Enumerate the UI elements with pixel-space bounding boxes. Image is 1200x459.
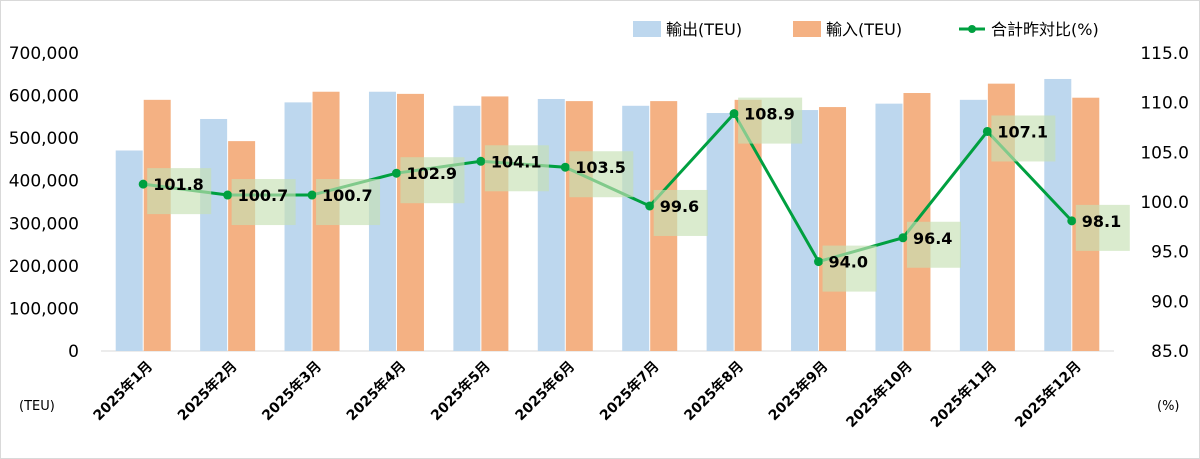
y-left-tick-label: 400,000 <box>9 172 79 192</box>
bar-export <box>622 105 650 351</box>
y-left-tick-label: 0 <box>68 342 79 362</box>
y-left-tick-label: 100,000 <box>9 299 79 319</box>
data-label-background <box>484 145 549 192</box>
line-data-label: 98.1 <box>1082 212 1121 231</box>
x-tick-label: 2025年1月 <box>90 358 156 424</box>
line-yoy-point <box>560 162 570 172</box>
bar-export <box>115 150 143 351</box>
y-right-tick-label: 105.0 <box>1140 143 1189 163</box>
line-yoy-point <box>898 233 908 243</box>
y-left-tick-label: 600,000 <box>9 87 79 107</box>
bar-export <box>537 98 565 351</box>
data-label-background <box>400 157 465 204</box>
line-data-label: 101.8 <box>153 175 204 194</box>
x-tick-label: 2025年12月 <box>1011 358 1084 431</box>
data-label-background <box>991 115 1056 162</box>
line-data-label: 100.7 <box>322 186 373 205</box>
data-label-background <box>147 168 212 215</box>
data-label-background <box>231 179 296 226</box>
bar-import <box>396 93 424 352</box>
data-label-background <box>1075 204 1130 251</box>
y-right-tick-label: 90.0 <box>1151 292 1189 312</box>
line-data-label: 103.5 <box>575 158 626 177</box>
bar-import <box>819 107 847 352</box>
line-data-label: 102.9 <box>406 164 457 183</box>
x-tick-label: 2025年6月 <box>512 358 578 424</box>
x-tick-label: 2025年2月 <box>174 358 240 424</box>
line-data-label: 96.4 <box>913 229 952 248</box>
legend-label-export: 輸出(TEU) <box>666 20 742 39</box>
legend-swatch-yoy-marker <box>968 25 976 33</box>
x-tick-label: 2025年11月 <box>927 358 1000 431</box>
data-label-background <box>906 221 961 268</box>
line-data-label: 107.1 <box>997 122 1048 141</box>
bar-export <box>959 99 987 351</box>
line-yoy-point <box>307 190 317 200</box>
line-yoy-point <box>729 109 739 119</box>
y-left-tick-label: 500,000 <box>9 129 79 149</box>
y-left-tick-label: 200,000 <box>9 257 79 277</box>
line-data-label: 94.0 <box>829 253 868 272</box>
x-tick-label: 2025年4月 <box>343 358 409 424</box>
line-data-label: 108.9 <box>744 105 795 124</box>
legend-swatch-export <box>633 21 661 37</box>
y-right-tick-label: 110.0 <box>1140 94 1189 114</box>
line-data-label: 100.7 <box>238 186 289 205</box>
legend-label-import: 輸入(TEU) <box>826 20 902 39</box>
legend-label-yoy: 合計昨対比(%) <box>991 20 1099 39</box>
y-left-unit-label: (TEU) <box>19 399 55 414</box>
data-label-background <box>822 245 877 292</box>
y-right-unit-label: (%) <box>1157 399 1180 414</box>
line-yoy-point <box>645 201 655 211</box>
line-data-label: 99.6 <box>660 197 699 216</box>
y-right-tick-label: 95.0 <box>1151 243 1189 263</box>
x-tick-label: 2025年7月 <box>596 358 662 424</box>
x-tick-label: 2025年8月 <box>681 358 747 424</box>
y-left-tick-label: 700,000 <box>9 44 79 64</box>
bar-export <box>453 105 481 351</box>
line-yoy-point <box>223 190 233 200</box>
x-tick-label: 2025年3月 <box>259 358 325 424</box>
y-right-tick-label: 100.0 <box>1140 193 1189 213</box>
legend-swatch-import <box>793 21 821 37</box>
line-yoy-point <box>476 156 486 166</box>
bar-import <box>228 141 256 351</box>
data-label-background <box>569 151 634 198</box>
bar-export <box>284 102 312 351</box>
y-left-tick-label: 300,000 <box>9 214 79 234</box>
x-tick-label: 2025年10月 <box>843 358 916 431</box>
y-right-tick-label: 85.0 <box>1151 342 1189 362</box>
line-yoy-point <box>138 179 148 189</box>
x-tick-label: 2025年5月 <box>427 358 493 424</box>
bar-export <box>791 110 819 351</box>
x-tick-label: 2025年9月 <box>765 358 831 424</box>
bar-import <box>565 101 593 351</box>
line-yoy-point <box>1067 216 1077 226</box>
bar-export <box>200 118 228 351</box>
line-data-label: 104.1 <box>491 152 542 171</box>
bar-import <box>481 96 509 352</box>
line-yoy-point <box>982 126 992 136</box>
y-right-tick-label: 115.0 <box>1140 44 1189 64</box>
data-label-background <box>316 179 381 226</box>
data-label-background <box>738 97 803 144</box>
bar-export <box>706 113 734 351</box>
data-label-background <box>653 189 708 236</box>
line-yoy-point <box>814 257 824 267</box>
bar-export <box>875 103 903 351</box>
line-yoy-point <box>391 168 401 178</box>
bar-import <box>143 99 171 351</box>
